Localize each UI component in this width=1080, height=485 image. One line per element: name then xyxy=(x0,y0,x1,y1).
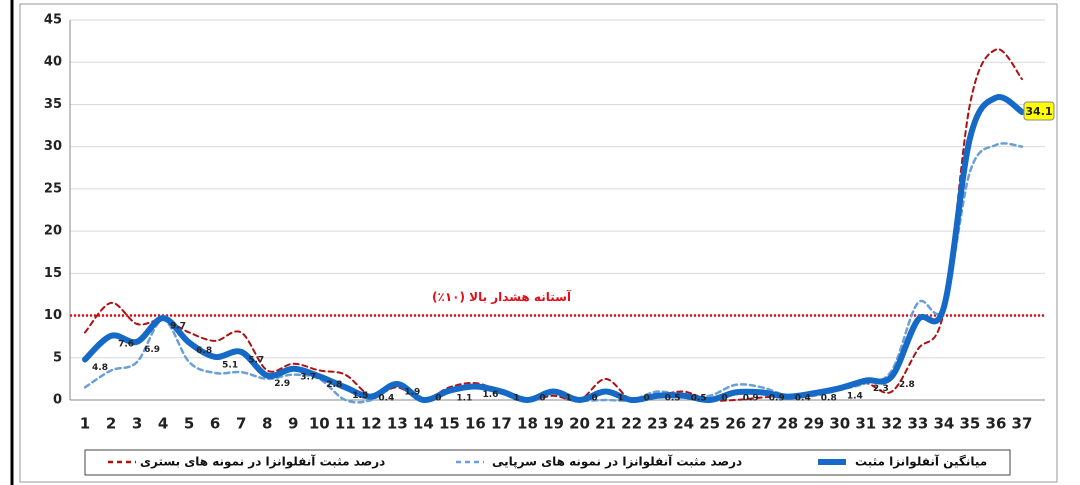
threshold-label: آستانه هشدار بالا (۱۰٪) xyxy=(432,289,572,304)
value-label: 0.5 xyxy=(691,394,707,404)
x-tick-label: 3 xyxy=(132,415,142,433)
value-label: 1 xyxy=(565,394,571,404)
x-tick-label: 33 xyxy=(907,415,928,433)
x-tick-label: 2 xyxy=(106,415,116,433)
x-tick-label: 1 xyxy=(80,415,90,433)
value-label: 2.8 xyxy=(899,380,915,390)
value-label: 0.8 xyxy=(821,394,837,404)
x-tick-label: 25 xyxy=(699,415,720,433)
x-tick-label: 7 xyxy=(236,415,246,433)
x-tick-label: 19 xyxy=(543,415,564,433)
y-tick-label: 5 xyxy=(53,350,62,365)
legend-label: درصد مثبت آنفلوانزا در نمونه های بستری xyxy=(140,454,385,470)
value-label: 0.9 xyxy=(769,394,785,404)
value-label: 6.9 xyxy=(144,345,160,355)
value-label: 0 xyxy=(722,394,728,404)
x-tick-label: 21 xyxy=(595,415,616,433)
value-label: 4.8 xyxy=(92,363,108,373)
y-tick-label: 15 xyxy=(44,266,62,281)
x-tick-label: 30 xyxy=(829,415,850,433)
x-tick-label: 18 xyxy=(517,415,538,433)
value-label: 2.8 xyxy=(326,380,342,390)
value-label-box xyxy=(1023,101,1055,121)
value-label: 5.1 xyxy=(222,360,238,370)
value-label: 0.4 xyxy=(795,394,811,404)
x-tick-label: 23 xyxy=(647,415,668,433)
x-tick-label: 9 xyxy=(288,415,298,433)
y-tick-label: 30 xyxy=(44,139,62,154)
x-tick-label: 36 xyxy=(986,415,1007,433)
value-label: 0 xyxy=(591,394,597,404)
x-tick-label: 37 xyxy=(1012,415,1033,433)
value-label: 0 xyxy=(643,394,649,404)
value-label: 1.6 xyxy=(482,390,498,400)
x-tick-label: 13 xyxy=(387,415,408,433)
x-tick-label: 11 xyxy=(335,415,356,433)
value-label: 1.1 xyxy=(456,394,472,404)
x-tick-label: 31 xyxy=(855,415,876,433)
x-tick-label: 29 xyxy=(803,415,824,433)
x-tick-label: 14 xyxy=(413,415,434,433)
x-tick-label: 34 xyxy=(933,415,954,433)
value-label: 0 xyxy=(539,394,545,404)
x-tick-label: 15 xyxy=(439,415,460,433)
x-tick-label: 10 xyxy=(309,415,330,433)
x-tick-label: 5 xyxy=(184,415,194,433)
value-label: 1.4 xyxy=(847,392,863,402)
y-tick-label: 35 xyxy=(44,97,62,112)
legend-label: میانگین آنفلوانزا مثبت xyxy=(855,454,987,470)
legend-label: درصد مثبت آنفلوانزا در نمونه های سرپایی xyxy=(492,454,742,470)
y-tick-label: 0 xyxy=(53,393,62,408)
value-label: 0.9 xyxy=(743,394,759,404)
legend-box xyxy=(84,449,1011,476)
value-label: 34.1 xyxy=(1025,105,1052,118)
x-tick-label: 16 xyxy=(465,415,486,433)
value-label: 0.5 xyxy=(665,394,681,404)
x-tick-label: 17 xyxy=(491,415,512,433)
y-tick-label: 20 xyxy=(44,224,62,239)
x-tick-label: 6 xyxy=(210,415,220,433)
x-tick-label: 12 xyxy=(361,415,382,433)
value-label: 1 xyxy=(617,394,623,404)
value-label: 9.7 xyxy=(170,322,186,332)
value-label: 5.7 xyxy=(248,355,264,365)
x-tick-label: 8 xyxy=(262,415,272,433)
frame xyxy=(19,3,1058,483)
value-label: 0 xyxy=(435,394,441,404)
x-tick-label: 32 xyxy=(881,415,902,433)
series-line xyxy=(84,48,1023,402)
x-tick-label: 4 xyxy=(158,415,168,433)
x-tick-label: 26 xyxy=(725,415,746,433)
series-line xyxy=(82,94,1025,404)
y-tick-label: 45 xyxy=(44,13,62,28)
value-label: 1.5 xyxy=(352,391,368,401)
y-tick-label: 40 xyxy=(44,55,62,70)
x-tick-label: 22 xyxy=(621,415,642,433)
x-tick-label: 35 xyxy=(959,415,980,433)
value-label: 0.4 xyxy=(378,394,394,404)
value-label: 7.6 xyxy=(118,339,134,349)
value-label: 3.7 xyxy=(300,372,316,382)
y-tick-label: 10 xyxy=(44,308,62,323)
x-tick-label: 20 xyxy=(569,415,590,433)
x-tick-label: 27 xyxy=(751,415,772,433)
x-tick-label: 28 xyxy=(777,415,798,433)
value-label: 2.3 xyxy=(873,384,889,394)
value-label: 2.9 xyxy=(274,379,290,389)
y-tick-label: 25 xyxy=(44,181,62,196)
value-label: 1 xyxy=(513,394,519,404)
value-label: 1.9 xyxy=(404,387,420,397)
x-tick-label: 24 xyxy=(673,415,694,433)
value-label: 6.8 xyxy=(196,346,212,356)
